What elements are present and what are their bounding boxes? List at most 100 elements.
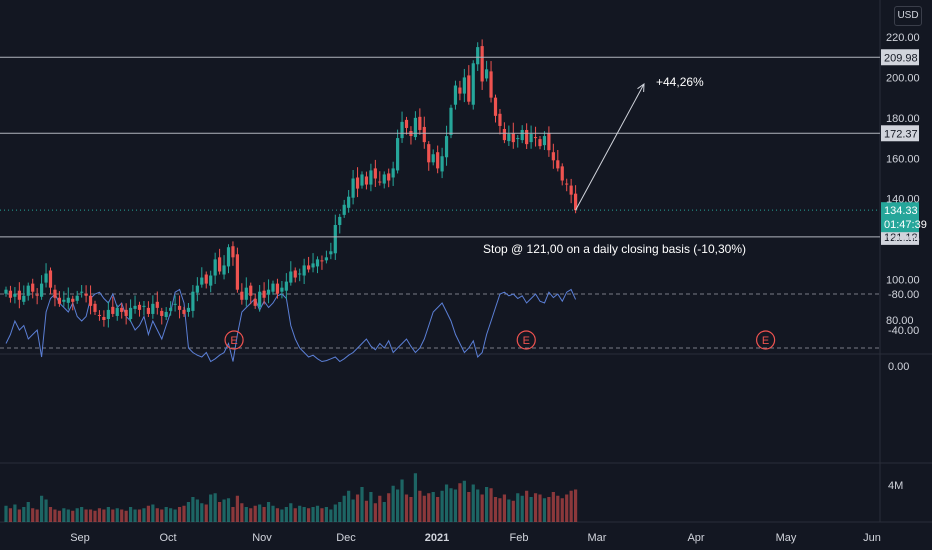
candle-body [120,307,124,312]
candle-body [97,314,102,316]
candle-body [169,307,173,311]
volume-bar [102,509,106,522]
candle-body [436,152,440,169]
earnings-marker[interactable] [516,330,536,350]
volume-bar [520,495,524,522]
candle-body [440,156,444,172]
volume-bar [560,498,564,522]
price-tick-label: 140.00 [886,194,920,206]
candle-body [173,303,177,305]
target-arrow-head [637,82,645,93]
volume-bar [226,498,231,522]
candle-body [364,176,369,185]
candle-body [253,298,257,306]
candle-body [293,270,297,278]
time-axis-label: Oct [159,532,176,544]
price-level-tag-text: 172.37 [884,128,918,140]
volume-bar [35,509,39,522]
price-tick-label: 180.00 [886,113,920,125]
candle-body [106,309,110,319]
annotations: +44,26% Stop @ 121,00 on a daily closing… [483,75,746,256]
candle-body [17,290,21,300]
time-axis: Sep Oct Nov Dec 2021 Feb Mar Apr May Jun [70,532,881,544]
candle-body [520,129,524,141]
candle-body [35,294,39,296]
volume-bar [467,492,471,522]
current-price-tag [881,202,919,233]
candle-body [449,107,453,136]
volume-bar [22,507,26,522]
candle-body [262,290,266,298]
volume-bar [547,497,551,522]
volume-bar [298,505,302,522]
volume-bar [440,490,444,522]
volume-bar [480,494,484,522]
earnings-marker[interactable] [755,330,776,350]
candle-body [80,291,84,293]
volume-bar [160,509,164,522]
volume-bar [182,505,186,522]
stop-annotation: Stop @ 121,00 on a daily closing basis (… [483,242,746,256]
earnings-marker[interactable] [224,330,244,350]
time-axis-label: Mar [588,532,607,544]
volume-bar [324,507,328,522]
rsi-tick-label: -80.00 [888,289,919,301]
volume-bar [137,509,142,522]
candle-body [271,283,275,292]
volume-bar [88,509,93,522]
candle-body [556,160,560,169]
candle-body [22,295,26,302]
volume-bar [502,494,506,522]
candle-body [507,134,511,142]
volume-bar [271,505,275,522]
candle-body [427,144,431,163]
candle-body [480,46,484,82]
volume-bar [275,508,280,522]
candle-body [444,136,449,158]
candle-body [280,287,284,292]
volume-bar [235,495,239,522]
grid [0,0,932,523]
volume-bar [569,490,573,522]
volume-bar [458,483,462,522]
candle-body [191,291,195,311]
candle-body [547,133,551,151]
candle-body [66,297,70,303]
volume-bar [71,510,75,522]
candle-body [71,298,75,302]
volume-bar [280,509,284,522]
volume-bar [120,509,124,522]
candle-body [493,97,498,116]
volume-bar [574,489,578,522]
candle-body [467,75,471,102]
volume-bar [40,495,44,522]
candles [4,39,578,328]
candle-body [75,295,79,301]
volume-bar [307,508,311,522]
candle-body [133,305,137,309]
candle-body [485,69,489,79]
candle-body [400,121,404,139]
candle-body [538,139,542,147]
volume-bar [462,480,466,522]
candle-body [320,260,324,262]
volume-bar [347,490,351,522]
candle-body [111,306,115,314]
volume-bar [151,504,155,522]
candle-body [387,173,391,181]
volume-bar [244,507,248,522]
price-level-tag [881,125,919,142]
candle-body [258,291,262,307]
time-axis-label: 2021 [425,532,449,544]
candle-body [431,154,435,163]
price-level-tag [881,228,919,245]
volume-bar [4,505,8,522]
candle-body [453,85,458,105]
volume-bar [253,505,257,522]
rsi-tick-label: -40.00 [888,325,919,337]
currency-button[interactable]: USD [894,6,922,26]
candle-body [391,168,395,178]
volume-bar [17,509,21,522]
candle-body [551,152,555,161]
